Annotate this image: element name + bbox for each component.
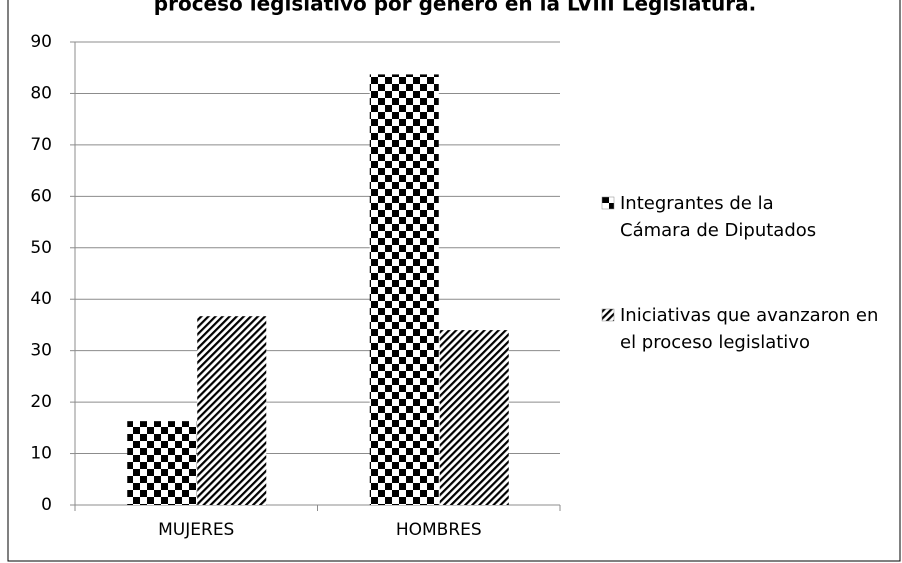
y-tick-label: 70	[30, 135, 52, 155]
bar	[127, 421, 197, 505]
y-tick-label: 90	[30, 32, 52, 52]
y-tick-label: 60	[30, 186, 52, 206]
chart-border	[7, 0, 901, 562]
x-tick-label: HOMBRES	[396, 520, 482, 540]
legend-label: Iniciativas que avanzaron en el proceso …	[620, 305, 879, 353]
bar	[369, 74, 439, 505]
bar	[439, 330, 509, 505]
y-tick-label: 40	[30, 289, 52, 309]
chart-title: proceso legislativo por género en la LVI…	[154, 0, 756, 16]
x-tick-label: MUJERES	[158, 520, 234, 540]
legend-label: Integrantes de la Cámara de Diputados	[620, 193, 817, 241]
y-tick-label: 10	[30, 444, 52, 464]
y-tick-label: 20	[30, 392, 52, 412]
y-tick-label: 0	[41, 495, 52, 515]
y-tick-label: 80	[30, 83, 52, 103]
legend-swatch	[601, 196, 615, 210]
y-tick-label: 30	[30, 341, 52, 361]
y-tick-label: 50	[30, 238, 52, 258]
legend-swatch	[601, 308, 615, 322]
bar	[197, 316, 267, 505]
